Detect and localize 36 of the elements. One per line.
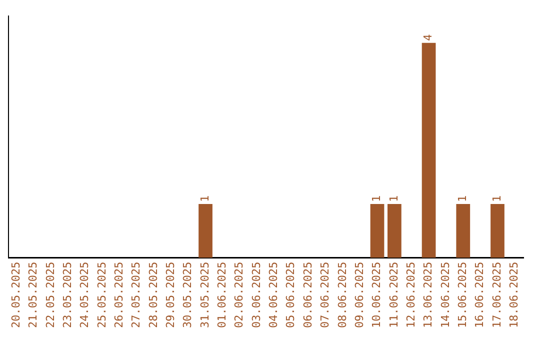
x-tick-label: 08.06.2025 [336, 262, 349, 328]
data-label: 1 [198, 195, 212, 202]
x-tick-label: 03.06.2025 [250, 262, 263, 328]
data-label: 4 [422, 34, 435, 41]
x-tick-label: 31.05.2025 [198, 262, 212, 328]
x-tick-label: 07.06.2025 [318, 262, 332, 328]
x-tick-label: 18.06.2025 [508, 262, 521, 328]
x-tick-label: 09.06.2025 [352, 262, 366, 328]
x-tick-label: 27.05.2025 [130, 262, 143, 328]
x-tick-label: 12.06.2025 [404, 262, 418, 328]
x-tick-label: 14.06.2025 [438, 262, 452, 328]
x-tick-label: 21.05.2025 [26, 262, 40, 328]
x-tick-label: 10.06.2025 [370, 262, 384, 328]
x-tick-label: 15.06.2025 [456, 262, 469, 328]
x-tick-label: 17.06.2025 [490, 262, 504, 328]
x-tick-label: 16.06.2025 [473, 262, 486, 328]
x-tick-label: 23.05.2025 [60, 262, 74, 328]
x-tick-label: 29.05.2025 [164, 262, 178, 328]
x-tick-label: 26.05.2025 [112, 262, 126, 328]
x-tick-label: 22.05.2025 [44, 262, 57, 328]
data-label: 1 [370, 195, 384, 202]
x-tick-label: 28.05.2025 [146, 262, 160, 328]
x-tick-label: 01.06.2025 [216, 262, 229, 328]
data-label: 1 [490, 195, 504, 202]
x-tick-label: 11.06.2025 [387, 262, 400, 328]
x-tick-label: 02.06.2025 [232, 262, 246, 328]
x-tick-label: 06.06.2025 [301, 262, 314, 328]
x-tick-label: 24.05.2025 [78, 262, 92, 328]
x-tick-label: 04.06.2025 [267, 262, 280, 328]
x-tick-label: 13.06.2025 [422, 262, 435, 328]
data-label: 1 [387, 195, 400, 202]
x-tick-label: 20.05.2025 [9, 262, 22, 328]
data-label: 1 [456, 195, 469, 202]
x-tick-label: 25.05.2025 [95, 262, 108, 328]
x-tick-label: 30.05.2025 [181, 262, 194, 328]
x-tick-label: 05.06.2025 [284, 262, 298, 328]
